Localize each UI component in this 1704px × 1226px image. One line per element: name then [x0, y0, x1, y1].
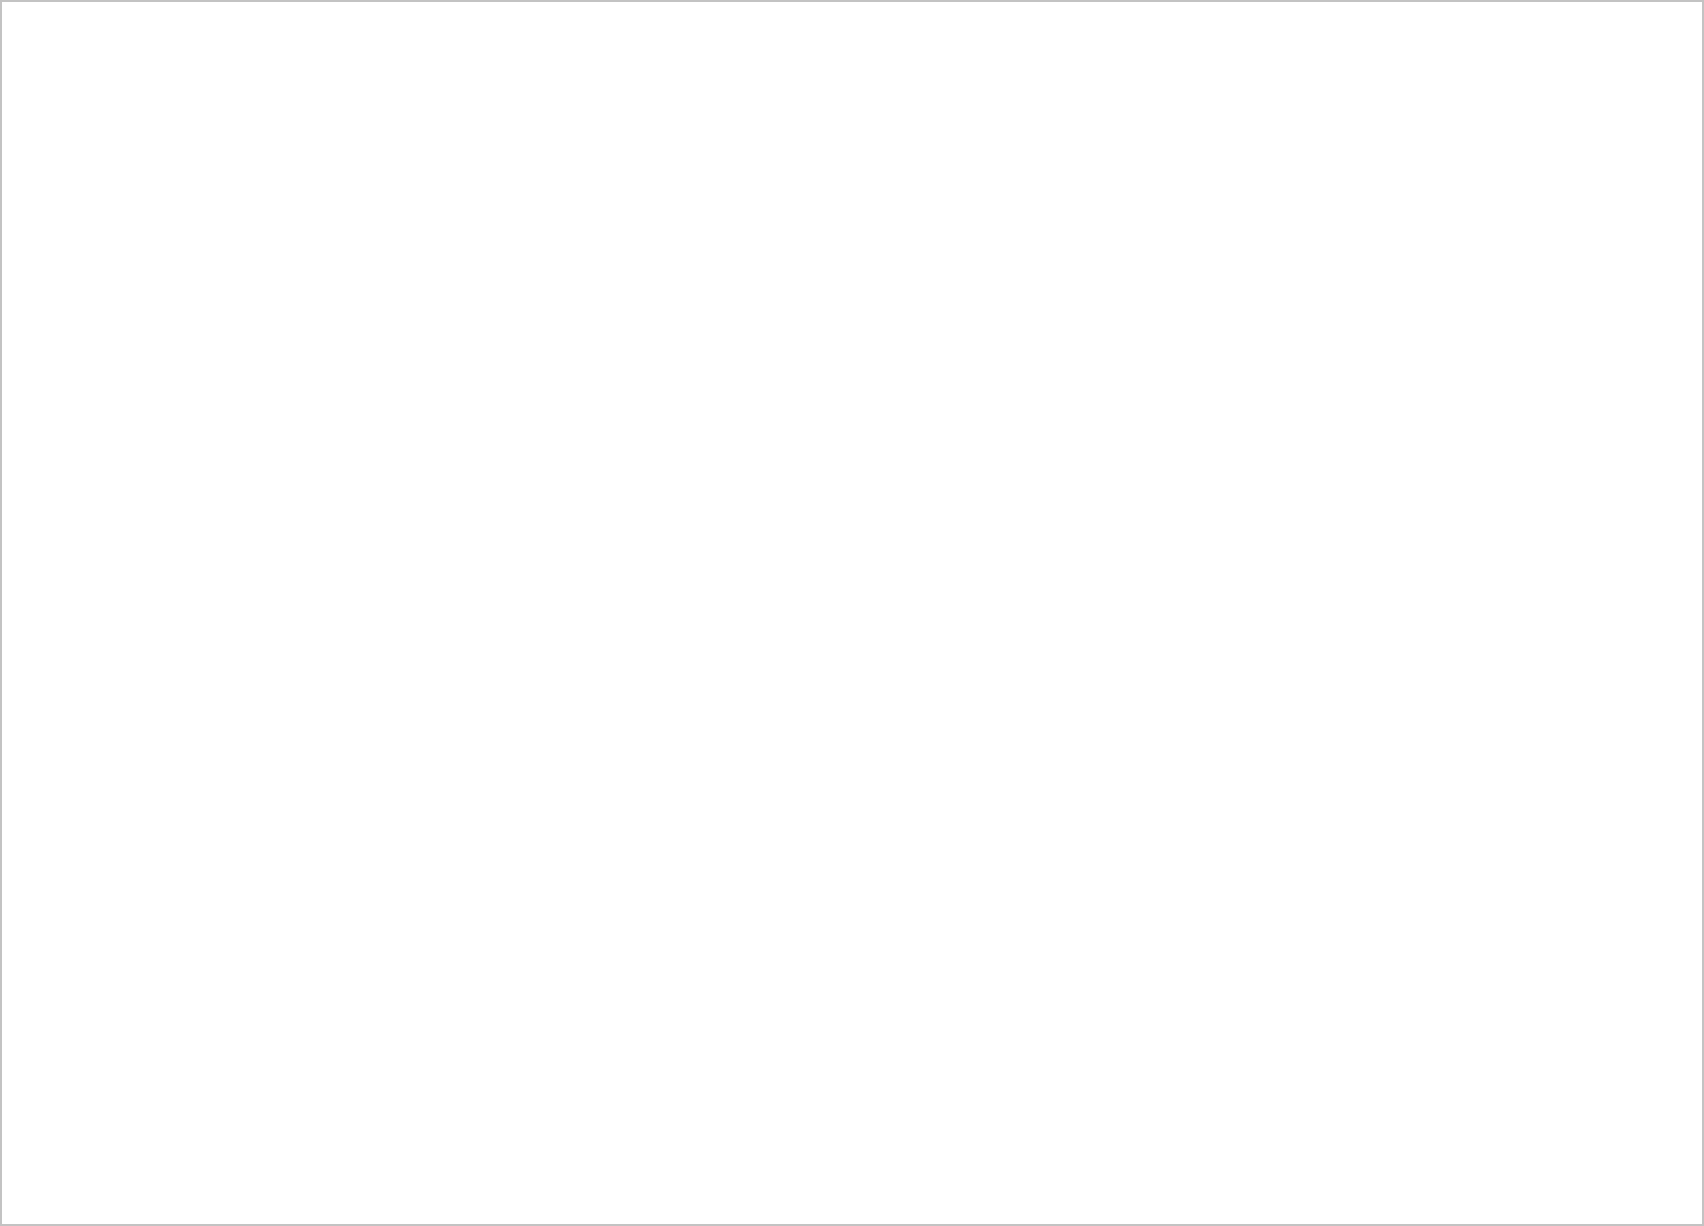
chart-legend: [1350, 2, 1700, 1224]
